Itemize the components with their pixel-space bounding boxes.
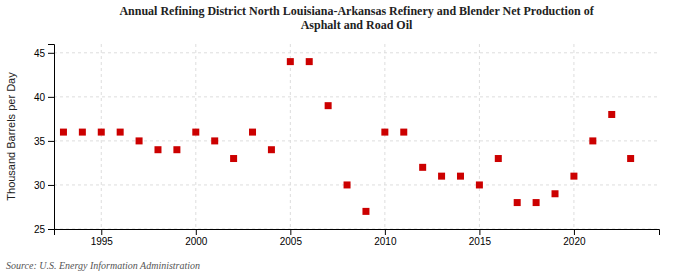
point [533,199,540,206]
point [268,146,275,153]
point [230,155,237,162]
x-axis: 1995 2000 2005 2010 2015 2020 [55,229,660,247]
grid-line [54,184,659,185]
point [608,111,615,118]
point [419,164,426,171]
point [173,146,180,153]
tick-mark [48,229,54,230]
tick: 2020 [563,229,586,247]
tick-mark [479,229,480,235]
point [98,129,105,136]
point [344,181,351,188]
grid [54,44,659,229]
point [552,190,559,197]
point [381,129,388,136]
point [325,102,332,109]
point [495,155,502,162]
point [627,155,634,162]
grid-line [54,96,659,97]
grid-line [479,44,480,229]
tick-mark [385,229,386,235]
point [192,129,199,136]
chart: 1995 2000 2005 2010 2015 2020 25 30 35 40 45 Annual… [0,0,675,275]
grid-line [101,44,102,229]
tick-mark [48,185,54,186]
tick-label: 40 [34,92,46,103]
point [136,137,143,144]
tick: 35 [34,136,54,147]
tick: 45 [34,48,54,59]
tick-mark [48,53,54,54]
tick-mark [196,229,197,235]
tick-label: 2015 [469,236,492,247]
grid-line [54,140,659,141]
point [249,129,256,136]
point [60,129,67,136]
tick-label: 45 [34,48,46,59]
point [79,129,86,136]
y-axis-title: Thousand Barrels per Day [5,72,17,201]
tick-label: 30 [34,180,46,191]
axis-line [55,230,660,236]
tick: 2000 [185,229,208,247]
title: Annual Refining District North Louisiana… [119,4,594,32]
grid-line [54,52,659,53]
point [211,137,218,144]
tick-mark [101,229,102,235]
point [514,199,521,206]
source: Source: U.S. Energy Information Administ… [6,260,200,271]
grid-line [195,44,196,229]
grid-line [384,44,385,229]
tick-label: 2020 [563,236,586,247]
tick-mark [290,229,291,235]
point [570,173,577,180]
tick-label: 2010 [374,236,397,247]
points [60,58,634,215]
point [589,137,596,144]
tick-mark [48,141,54,142]
point [457,173,464,180]
tick-label: 25 [34,224,46,235]
tick: 40 [34,92,54,103]
tick: 2015 [469,229,492,247]
point [154,146,161,153]
y-axis: 25 30 35 40 45 [34,45,55,235]
tick-label: 35 [34,136,46,147]
point [476,181,483,188]
tick-label: 2000 [185,236,208,247]
tick-label: 1995 [91,236,114,247]
point [306,58,313,65]
point [287,58,294,65]
tick: 2010 [374,229,397,247]
tick-label: 2005 [280,236,303,247]
tick: 1995 [91,229,114,247]
tick-mark [48,97,54,98]
axis-line [48,45,55,230]
point [438,173,445,180]
grid-line [573,44,574,229]
tick: 2005 [280,229,303,247]
point [400,129,407,136]
point [362,208,369,215]
grid-line [290,44,291,229]
tick-mark [574,229,575,235]
tick: 25 [34,224,54,235]
point [117,129,124,136]
tick: 30 [34,180,54,191]
